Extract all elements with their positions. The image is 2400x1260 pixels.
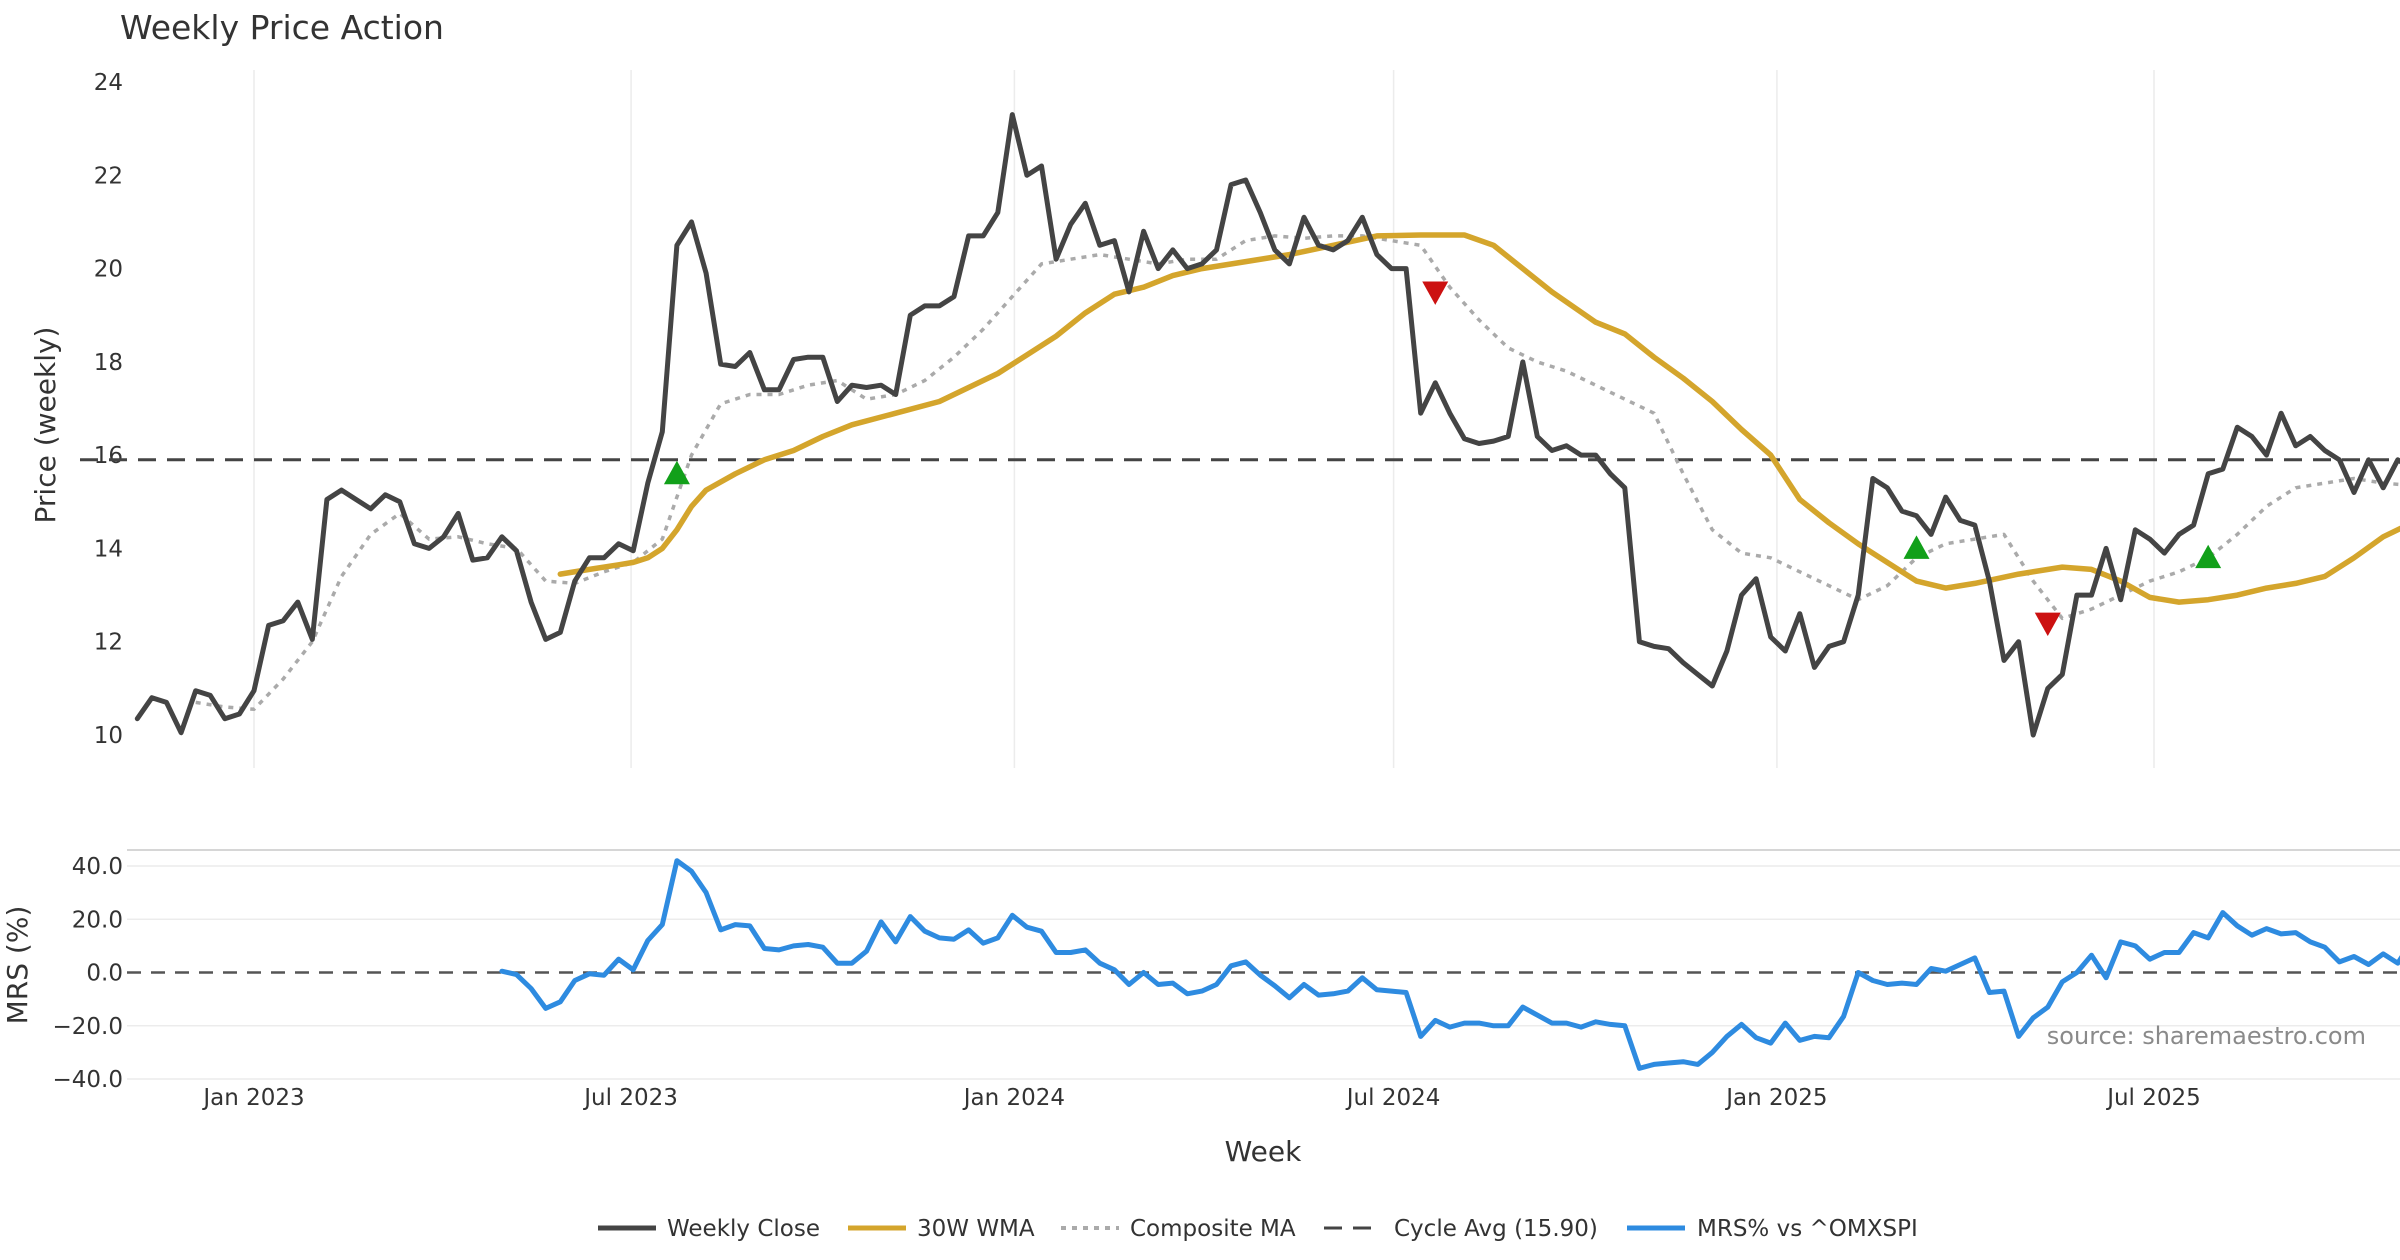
price-series-lines: [134, 112, 2400, 738]
series-mrs-vs-omxspi: [499, 858, 2400, 1071]
mrs-y-axis-title: MRS (%): [1, 906, 34, 1025]
source-credit: source: sharemaestro.com: [2047, 1022, 2366, 1050]
legend: Weekly Close 30W WMA Composite MA Cycle Avg…: [598, 1216, 1918, 1242]
chart-title: Weekly Price Action: [120, 8, 444, 47]
signal-markers: [663, 281, 2222, 637]
x-tick-label: Jan 2025: [1724, 1085, 1827, 1111]
mrs-y-tick-label: −20.0: [53, 1014, 123, 1040]
price-gridlines: [253, 70, 2155, 768]
legend-label: Weekly Close: [667, 1216, 820, 1242]
sell-signal-marker: [2034, 612, 2061, 637]
price-y-tick-label: 20: [94, 257, 123, 283]
x-tick-label: Jul 2024: [1345, 1085, 1441, 1111]
price-y-tick-label: 12: [94, 630, 123, 656]
series-weekly-close: [134, 112, 2400, 738]
sell-signal-marker: [1422, 281, 1449, 305]
x-tick-label: Jan 2024: [962, 1085, 1065, 1111]
price-y-tick-label: 24: [94, 70, 123, 96]
mrs-gridlines: [127, 865, 2400, 1080]
x-tick-label: Jan 2023: [201, 1085, 304, 1111]
legend-label: Composite MA: [1130, 1216, 1296, 1242]
x-axis-title: Week: [1225, 1135, 1302, 1168]
x-tick-label: Jul 2025: [2105, 1085, 2201, 1111]
price-y-tick-label: 14: [94, 536, 123, 562]
buy-signal-marker: [2195, 544, 2222, 569]
x-tick-label: Jul 2023: [582, 1085, 678, 1111]
price-y-tick-label: 16: [94, 443, 123, 469]
price-y-tick-labels: 10 12 14 16 18 20 22 24: [94, 70, 123, 749]
buy-signal-marker: [1903, 535, 1930, 559]
mrs-y-tick-labels: −40.0 −20.0 0.0 20.0 40.0: [53, 854, 123, 1093]
mrs-series-line: [499, 858, 2400, 1071]
price-y-tick-label: 22: [94, 163, 123, 189]
mrs-y-tick-label: −40.0: [53, 1067, 123, 1093]
price-y-tick-label: 18: [94, 350, 123, 376]
mrs-y-tick-label: 40.0: [72, 854, 123, 880]
x-tick-labels: Jan 2023 Jul 2023 Jan 2024 Jul 2024 Jan 2025…: [201, 1085, 2200, 1111]
buy-signal-marker: [663, 460, 690, 485]
series-30w-wma: [557, 232, 2400, 605]
mrs-y-tick-label: 0.0: [86, 961, 123, 987]
price-y-axis-title: Price (weekly): [29, 327, 62, 524]
mrs-y-tick-label: 20.0: [72, 907, 123, 933]
legend-label: MRS% vs ^OMXSPI: [1697, 1216, 1918, 1242]
price-y-tick-label: 10: [94, 723, 123, 749]
legend-label: Cycle Avg (15.90): [1394, 1216, 1598, 1242]
legend-label: 30W WMA: [917, 1216, 1035, 1242]
